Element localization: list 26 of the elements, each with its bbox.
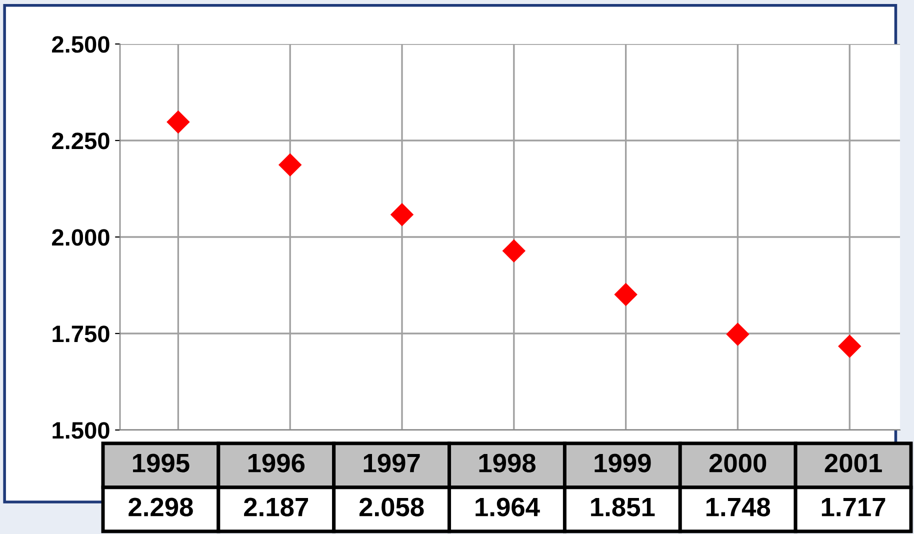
x-tick-label: 1995: [133, 454, 190, 472]
y-tick-label: 1.500: [52, 422, 110, 439]
data-label: 2.298: [128, 498, 193, 516]
data-label: 1.748: [706, 498, 770, 516]
data-label: 2.187: [244, 498, 308, 516]
x-tick-label: 1997: [364, 454, 420, 472]
point: [838, 334, 862, 358]
point: [390, 202, 414, 226]
x-tick-label: 2001: [824, 454, 882, 472]
x-tick-label: 1998: [479, 454, 536, 472]
y-tick-label: 2.250: [52, 132, 110, 150]
data-label: 1.717: [822, 498, 886, 516]
data-label: 2.058: [359, 498, 424, 516]
x-tick-label: 2000: [709, 454, 766, 472]
point: [278, 153, 302, 176]
y-tick-label: 1.750: [52, 326, 110, 342]
point: [502, 239, 526, 263]
y-tick-label: 2.500: [52, 36, 110, 53]
x-tick-label: 1999: [594, 454, 651, 472]
x-tick-label: 1996: [248, 454, 305, 472]
point: [726, 322, 750, 346]
data-label: 1.964: [476, 498, 540, 516]
point: [166, 110, 190, 134]
point: [614, 282, 638, 306]
data-label: 1.851: [591, 498, 655, 516]
y-tick-label: 2.000: [52, 229, 110, 246]
